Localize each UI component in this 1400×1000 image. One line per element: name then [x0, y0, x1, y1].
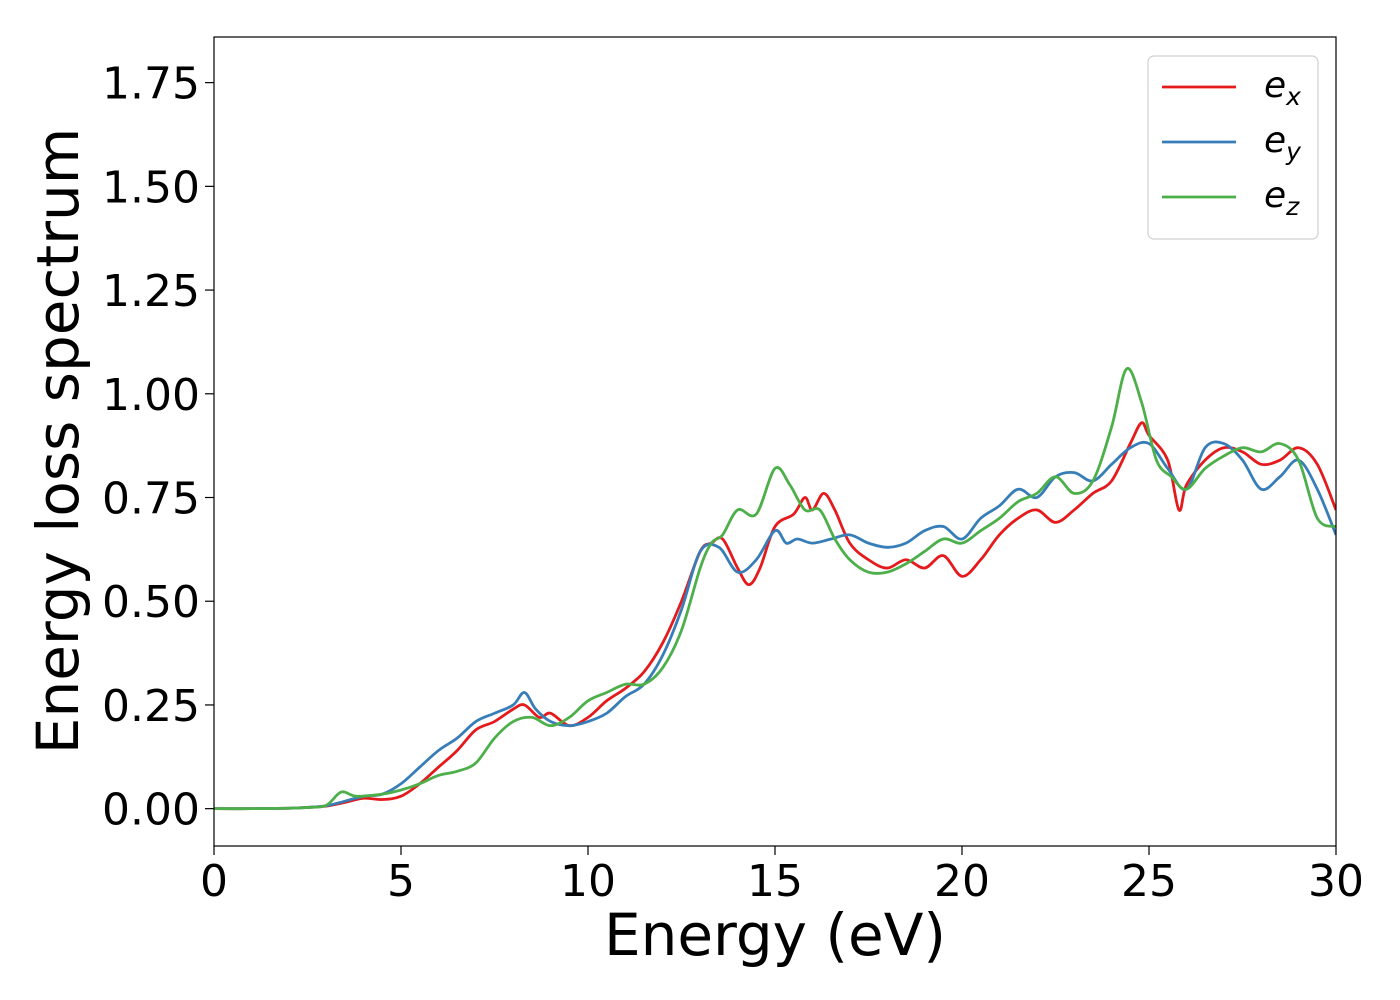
y-tick-label: 0.75 [102, 474, 200, 525]
y-axis: 0.00 0.25 0.50 0.75 1.00 1.25 1.50 1.75 [102, 59, 214, 836]
x-tick-label: 30 [1308, 856, 1364, 907]
y-tick-label: 1.25 [102, 266, 200, 317]
y-tick-label: 0.50 [102, 577, 200, 628]
y-tick-label: 0.25 [102, 681, 200, 732]
x-tick-label: 10 [560, 856, 616, 907]
x-tick-label: 20 [934, 856, 990, 907]
y-tick-label: 1.00 [102, 370, 200, 421]
y-tick-label: 0.00 [102, 785, 200, 836]
series-line-ey [214, 440, 1336, 811]
x-tick-label: 15 [747, 856, 803, 907]
x-axis: 0 5 10 15 20 25 30 [200, 846, 1364, 907]
y-tick-label: 1.75 [102, 59, 200, 110]
legend-box [1147, 55, 1319, 240]
x-axis-label: Energy (eV) [604, 901, 946, 969]
x-tick-label: 25 [1121, 856, 1177, 907]
x-tick-label: 5 [387, 856, 415, 907]
legend: ex ey ez [1147, 55, 1319, 240]
series-line-ez [214, 367, 1336, 811]
y-axis-label: Energy loss spectrum [24, 128, 92, 754]
legend-label-ex: ex [1264, 65, 1301, 111]
x-tick-label: 0 [200, 856, 228, 907]
series-layer [214, 367, 1336, 811]
legend-label-ey: ey [1264, 120, 1302, 166]
y-tick-label: 1.50 [102, 162, 200, 213]
legend-label-ez: ez [1264, 175, 1300, 221]
